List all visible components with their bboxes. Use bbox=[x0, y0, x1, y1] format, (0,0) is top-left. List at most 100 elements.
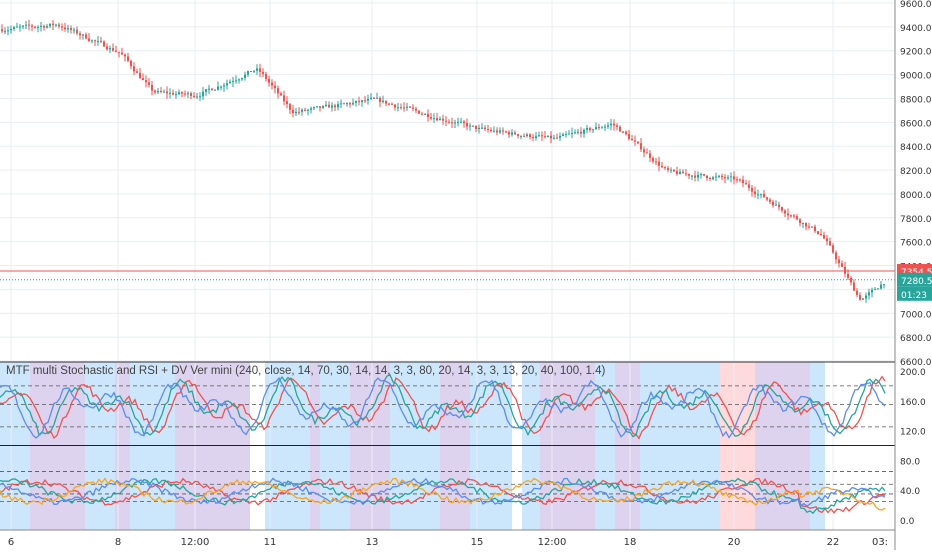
candle-body bbox=[28, 24, 30, 26]
lower-indicator-line bbox=[0, 477, 886, 507]
candle-body bbox=[850, 277, 852, 283]
candle-body bbox=[646, 152, 648, 154]
upper-oscillator-line bbox=[0, 374, 886, 438]
candle-body bbox=[181, 92, 183, 94]
candle-body bbox=[283, 95, 285, 102]
candle-body bbox=[664, 167, 666, 169]
candle-body bbox=[559, 136, 561, 138]
candle-body bbox=[145, 80, 147, 83]
candle-body bbox=[277, 88, 279, 94]
time-axis bbox=[0, 530, 932, 550]
candle-body bbox=[106, 46, 108, 50]
candle-body bbox=[13, 27, 15, 29]
candle-body bbox=[409, 106, 411, 108]
candle-body bbox=[109, 48, 111, 50]
candle-body bbox=[328, 104, 330, 108]
candle-body bbox=[250, 71, 252, 73]
candle-body bbox=[49, 23, 51, 27]
candle-body bbox=[499, 130, 501, 133]
indicator-y-tick-label: 200.0 bbox=[900, 368, 926, 378]
candle-body bbox=[862, 298, 864, 300]
candle-body bbox=[115, 50, 117, 52]
candle-body bbox=[235, 80, 237, 82]
candle-body bbox=[391, 103, 393, 105]
candle-body bbox=[289, 104, 291, 110]
candle-body bbox=[847, 273, 849, 278]
candle-body bbox=[316, 106, 318, 108]
candle-body bbox=[244, 74, 246, 79]
candle-body bbox=[421, 113, 423, 115]
candle-body bbox=[688, 173, 690, 176]
candle-body bbox=[364, 100, 366, 102]
candle-body bbox=[367, 98, 369, 101]
candle-body bbox=[511, 132, 513, 135]
candle-body bbox=[175, 94, 177, 96]
candle-body bbox=[877, 288, 879, 290]
candle-body bbox=[604, 126, 606, 128]
y-tick-label: 8600.0 bbox=[900, 119, 932, 129]
y-tick-label: 7000.0 bbox=[900, 310, 932, 320]
candle-body bbox=[169, 92, 171, 94]
candle-body bbox=[718, 175, 720, 177]
candle-body bbox=[37, 26, 39, 28]
y-tick-label: 7600.0 bbox=[900, 239, 932, 249]
candle-body bbox=[382, 100, 384, 102]
candle-body bbox=[649, 153, 651, 158]
candle-body bbox=[427, 113, 429, 118]
candle-body bbox=[616, 125, 618, 127]
candle-body bbox=[691, 175, 693, 177]
candle-body bbox=[700, 174, 702, 176]
candle-body bbox=[457, 121, 459, 123]
candle-body bbox=[556, 137, 558, 139]
candle-body bbox=[220, 86, 222, 88]
upper-oscillator-line bbox=[0, 375, 886, 440]
candle-body bbox=[856, 290, 858, 295]
candle-body bbox=[538, 135, 540, 137]
candle-body bbox=[184, 93, 186, 95]
candle-body bbox=[721, 175, 723, 178]
candle-body bbox=[310, 108, 312, 110]
candle-body bbox=[466, 123, 468, 127]
candle-body bbox=[7, 30, 9, 32]
candle-body bbox=[610, 123, 612, 126]
candle-body bbox=[490, 129, 492, 132]
indicator-y-tick-label: 160.0 bbox=[900, 398, 926, 408]
candle-body bbox=[676, 171, 678, 174]
candle-body bbox=[121, 52, 123, 55]
candle-body bbox=[838, 259, 840, 264]
candle-body bbox=[730, 176, 732, 178]
candle-body bbox=[19, 26, 21, 28]
candle-body bbox=[826, 238, 828, 242]
y-tick-label: 9400.0 bbox=[900, 24, 932, 34]
candle-body bbox=[355, 100, 357, 103]
candle-body bbox=[238, 79, 240, 81]
candle-body bbox=[571, 132, 573, 134]
candle-body bbox=[412, 107, 414, 109]
candle-body bbox=[805, 222, 807, 227]
candle-body bbox=[16, 26, 18, 28]
candle-body bbox=[307, 109, 309, 111]
candle-body bbox=[640, 143, 642, 150]
candle-body bbox=[796, 216, 798, 220]
candle-body bbox=[373, 97, 375, 99]
candle-body bbox=[841, 263, 843, 267]
candle-body bbox=[424, 113, 426, 115]
candle-body bbox=[523, 135, 525, 137]
candle-body bbox=[274, 85, 276, 89]
candle-body bbox=[265, 73, 267, 79]
candle-body bbox=[760, 193, 762, 195]
candle-body bbox=[73, 29, 75, 31]
candle-body bbox=[58, 24, 60, 27]
x-tick-label: 03: bbox=[872, 537, 888, 548]
candle-body bbox=[793, 215, 795, 217]
indicator-y-tick-label: 120.0 bbox=[900, 428, 926, 438]
candle-body bbox=[697, 174, 699, 178]
candle-body bbox=[400, 107, 402, 109]
candle-body bbox=[292, 109, 294, 114]
candle-body bbox=[625, 131, 627, 135]
candle-body bbox=[154, 90, 156, 93]
candle-body bbox=[370, 97, 372, 99]
y-tick-label: 8800.0 bbox=[900, 95, 932, 105]
